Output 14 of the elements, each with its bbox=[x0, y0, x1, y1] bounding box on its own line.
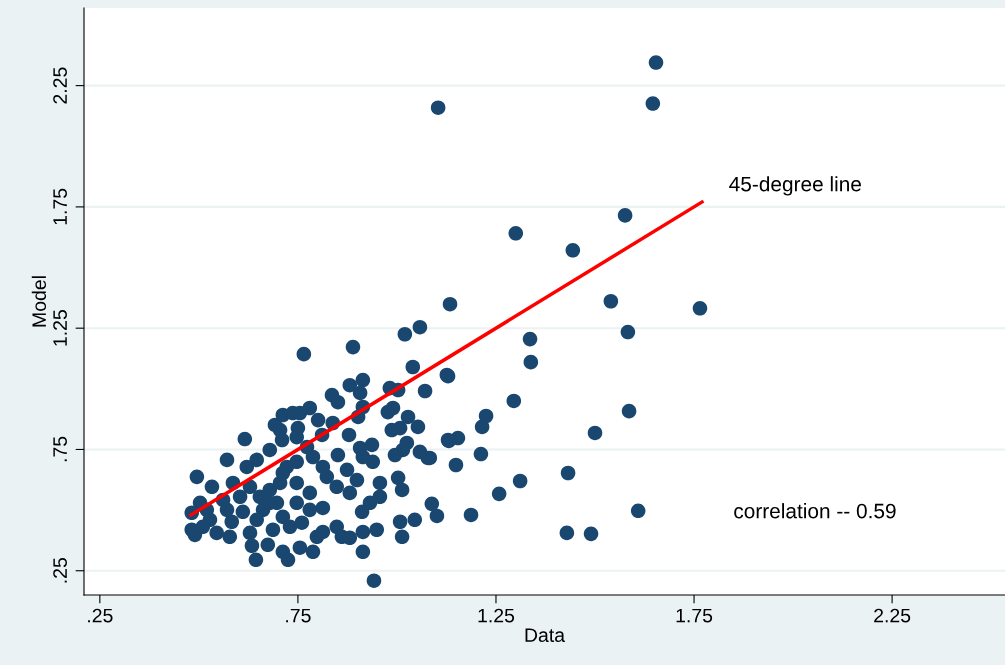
y-axis-title: Model bbox=[31, 276, 47, 327]
x-tick-label: 1.75 bbox=[676, 608, 713, 623]
x-tick-label: .25 bbox=[88, 608, 113, 623]
x-tick-label: .75 bbox=[286, 608, 311, 623]
x-tick-label: 1.25 bbox=[478, 608, 515, 623]
annotation: 45-degree line bbox=[729, 176, 861, 196]
annotation: correlation -- 0.59 bbox=[734, 503, 896, 519]
y-tick-label: 2.25 bbox=[53, 67, 67, 104]
y-tick-label: .25 bbox=[53, 558, 67, 583]
x-axis-title: Data bbox=[525, 628, 566, 642]
x-tick-label: 2.25 bbox=[874, 608, 911, 623]
y-tick-label: 1.25 bbox=[53, 310, 67, 346]
y-tick-label: .75 bbox=[53, 436, 67, 462]
y-tick-label: 1.75 bbox=[53, 188, 67, 225]
